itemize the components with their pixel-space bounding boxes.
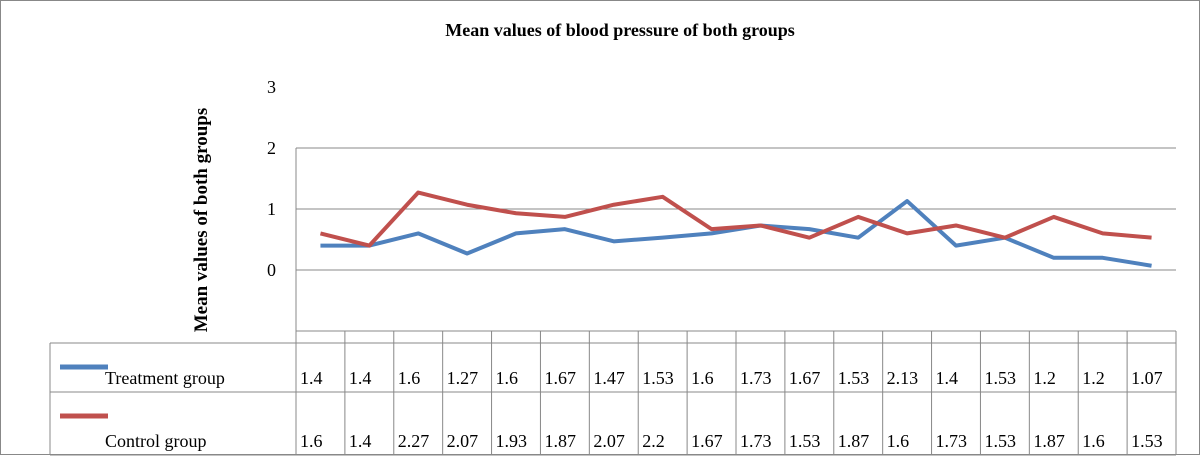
table-value: 2.07: [447, 431, 479, 451]
table-value: 1.6: [496, 368, 519, 388]
table-value: 1.6: [1082, 431, 1105, 451]
table-value: 1.87: [1033, 431, 1065, 451]
table-value: 1.73: [740, 431, 772, 451]
table-value: 1.67: [789, 368, 821, 388]
table-value: 1.6: [398, 368, 421, 388]
table-value: 1.47: [593, 368, 625, 388]
chart-title: Mean values of blood pressure of both gr…: [445, 20, 795, 40]
table-value: 1.4: [300, 368, 323, 388]
table-value: 1.53: [1131, 431, 1163, 451]
legend-label: Control group: [105, 431, 207, 451]
table-value: 1.2: [1033, 368, 1056, 388]
table-value: 1.27: [447, 368, 479, 388]
table-value: 2.2: [642, 431, 665, 451]
table-value: 1.53: [789, 431, 821, 451]
y-tick-label: 3: [267, 77, 276, 97]
table-value: 1.4: [349, 431, 372, 451]
table-value: 2.27: [398, 431, 430, 451]
table-value: 1.67: [691, 431, 723, 451]
table-value: 1.6: [887, 431, 910, 451]
series-line: [319, 190, 1152, 248]
table-value: 1.4: [349, 368, 372, 388]
table-value: 1.53: [984, 431, 1016, 451]
table-value: 1.73: [936, 431, 968, 451]
legend-label: Treatment group: [105, 368, 225, 388]
table-value: 1.87: [838, 431, 870, 451]
table-value: 2.07: [593, 431, 625, 451]
table-value: 2.13: [887, 368, 919, 388]
y-tick-label: 0: [267, 260, 276, 280]
table-value: 1.73: [740, 368, 772, 388]
table-value: 1.53: [642, 368, 674, 388]
table-value: 1.6: [691, 368, 714, 388]
table-value: 1.53: [838, 368, 870, 388]
y-tick-label: 1: [267, 199, 276, 219]
table-value: 1.93: [496, 431, 528, 451]
series-line: [320, 199, 1152, 268]
table-value: 1.53: [984, 368, 1016, 388]
table-value: 1.07: [1131, 368, 1163, 388]
table-value: 1.6: [300, 431, 323, 451]
table-value: 1.67: [544, 368, 576, 388]
table-value: 1.4: [936, 368, 959, 388]
table-value: 1.87: [544, 431, 576, 451]
table-value: 1.2: [1082, 368, 1105, 388]
y-tick-label: 2: [267, 138, 276, 158]
y-axis-title: Mean values of both groups: [191, 107, 212, 333]
